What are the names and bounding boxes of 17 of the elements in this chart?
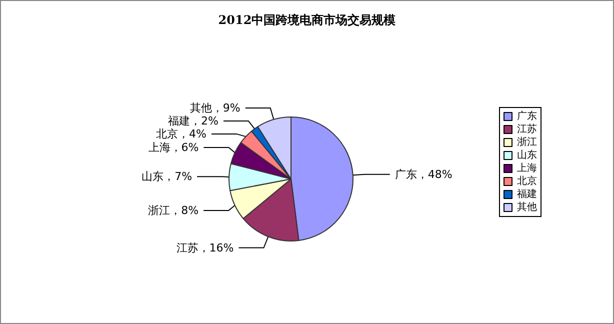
data-label: 江苏，16% xyxy=(176,241,234,254)
legend-label: 山东 xyxy=(517,149,537,161)
legend-label: 江苏 xyxy=(517,123,537,135)
legend-label: 其他 xyxy=(517,201,537,213)
legend-label: 广东 xyxy=(517,110,537,122)
data-label: 上海，6% xyxy=(148,140,199,154)
chart-title: 2012中国跨境电商市场交易规模 xyxy=(218,13,396,27)
data-label: 浙江，8% xyxy=(148,204,199,218)
data-label: 广东，48% xyxy=(394,168,452,181)
legend-label: 福建 xyxy=(517,188,537,200)
legend-label: 上海 xyxy=(517,162,537,174)
data-label: 山东，7% xyxy=(142,170,192,184)
data-label: 北京，4% xyxy=(156,127,207,140)
legend-label: 北京 xyxy=(517,175,537,187)
data-label: 福建，2% xyxy=(168,114,218,128)
legend-label: 浙江 xyxy=(517,136,537,148)
data-label: 其他，9% xyxy=(190,101,240,114)
